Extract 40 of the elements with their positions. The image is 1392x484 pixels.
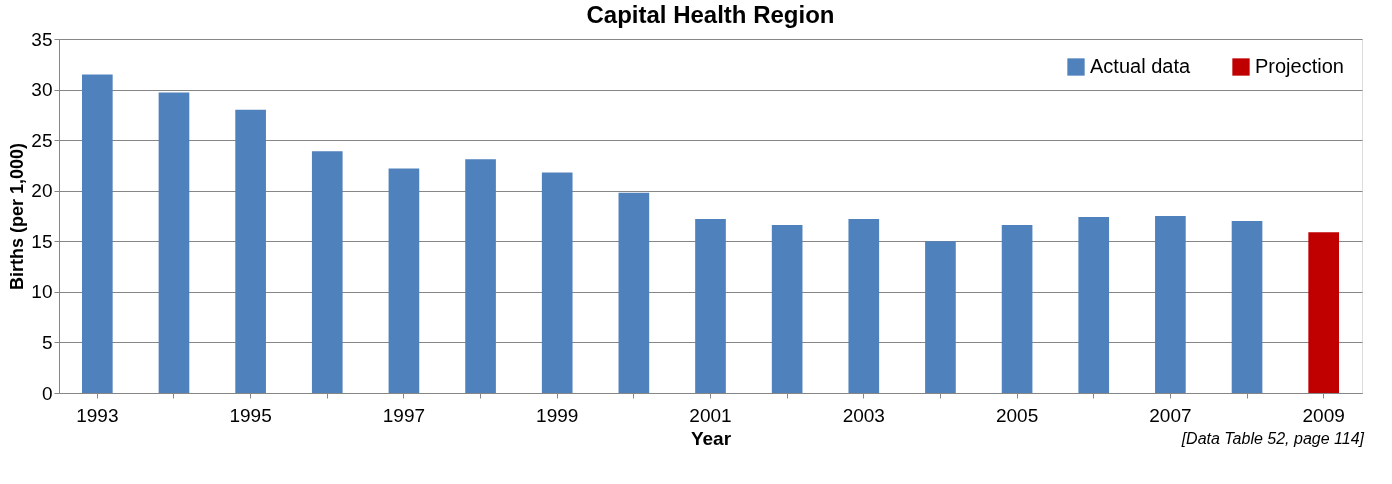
bar [235, 109, 266, 393]
bar [1231, 221, 1263, 393]
bar [81, 74, 113, 393]
y-tick-label: 25 [31, 129, 53, 151]
y-tick-label: 35 [31, 28, 53, 50]
y-tick-label: 20 [31, 180, 53, 202]
x-tick-label: 2005 [995, 404, 1039, 426]
y-tick-label: 10 [31, 281, 53, 303]
bar [311, 151, 343, 393]
bar [465, 159, 496, 393]
bar [158, 92, 190, 393]
bar [771, 225, 803, 393]
bar [541, 172, 573, 393]
y-axis-title: Births (per 1,000) [7, 142, 28, 291]
bar [1155, 216, 1186, 393]
y-tick-label: 15 [31, 230, 53, 252]
x-tick-label: 2001 [689, 404, 732, 426]
x-tick-label: 2003 [842, 404, 885, 426]
y-tick-label: 0 [41, 382, 53, 404]
x-tick-label: 2009 [1302, 404, 1345, 426]
bar [695, 219, 726, 393]
text: [Data Table 52, page 114] [1180, 430, 1365, 447]
x-tick-label: 1997 [382, 404, 426, 426]
chart-title: Capital Health Region [586, 1, 835, 28]
bar [1078, 217, 1110, 393]
x-tick-label: 1995 [229, 404, 272, 426]
bar [388, 168, 420, 393]
x-axis-title: Year [690, 427, 732, 449]
bar [618, 192, 650, 393]
y-tick-label: 5 [41, 331, 53, 353]
x-tick-label: 2007 [1149, 404, 1192, 426]
x-tick-label: 1999 [536, 404, 579, 426]
x-tick-label: 1993 [76, 404, 119, 426]
legend-label: Actual data [1090, 55, 1191, 77]
bar [1308, 232, 1340, 393]
bar [925, 241, 956, 393]
bar [848, 219, 880, 393]
bar [1001, 225, 1033, 393]
legend-label: Projection [1255, 55, 1344, 77]
y-tick-label: 30 [31, 79, 53, 101]
